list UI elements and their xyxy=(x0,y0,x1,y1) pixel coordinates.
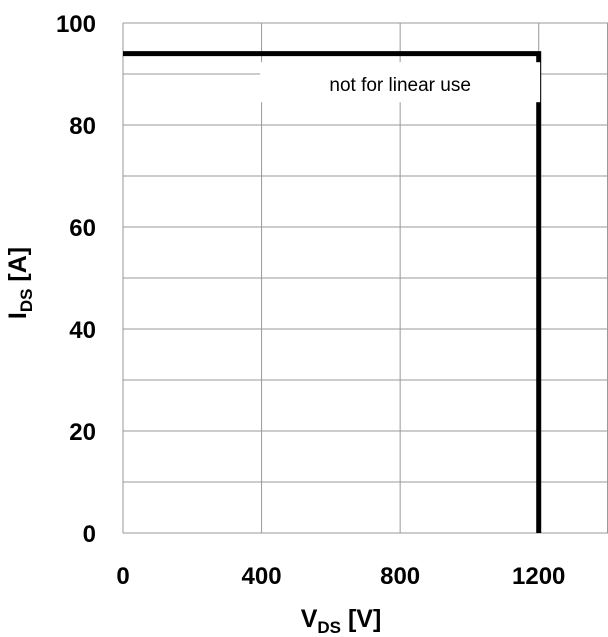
x-tick-label: 400 xyxy=(242,563,282,590)
y-tick-label: 40 xyxy=(69,317,96,344)
x-axis-title: VDS [V] xyxy=(301,605,382,637)
y-tick-labels: 0 20 40 60 80 100 xyxy=(56,11,96,548)
annotation-background xyxy=(260,62,541,103)
y-tick-label: 0 xyxy=(83,521,96,548)
y-tick-label: 60 xyxy=(69,215,96,242)
x-tick-label: 0 xyxy=(116,563,129,590)
x-tick-label: 800 xyxy=(380,563,420,590)
y-tick-label: 80 xyxy=(69,113,96,140)
annotation-text: not for linear use xyxy=(329,75,471,96)
series-line xyxy=(123,51,542,533)
series-layer xyxy=(123,51,542,533)
x-tick-labels: 0 400 800 1200 xyxy=(116,563,565,590)
y-tick-label: 20 xyxy=(69,419,96,446)
x-tick-label: 1200 xyxy=(512,563,565,590)
y-axis-title: IDS [A] xyxy=(4,247,36,319)
y-tick-label: 100 xyxy=(56,11,96,38)
annotation-layer: not for linear use xyxy=(260,62,541,103)
